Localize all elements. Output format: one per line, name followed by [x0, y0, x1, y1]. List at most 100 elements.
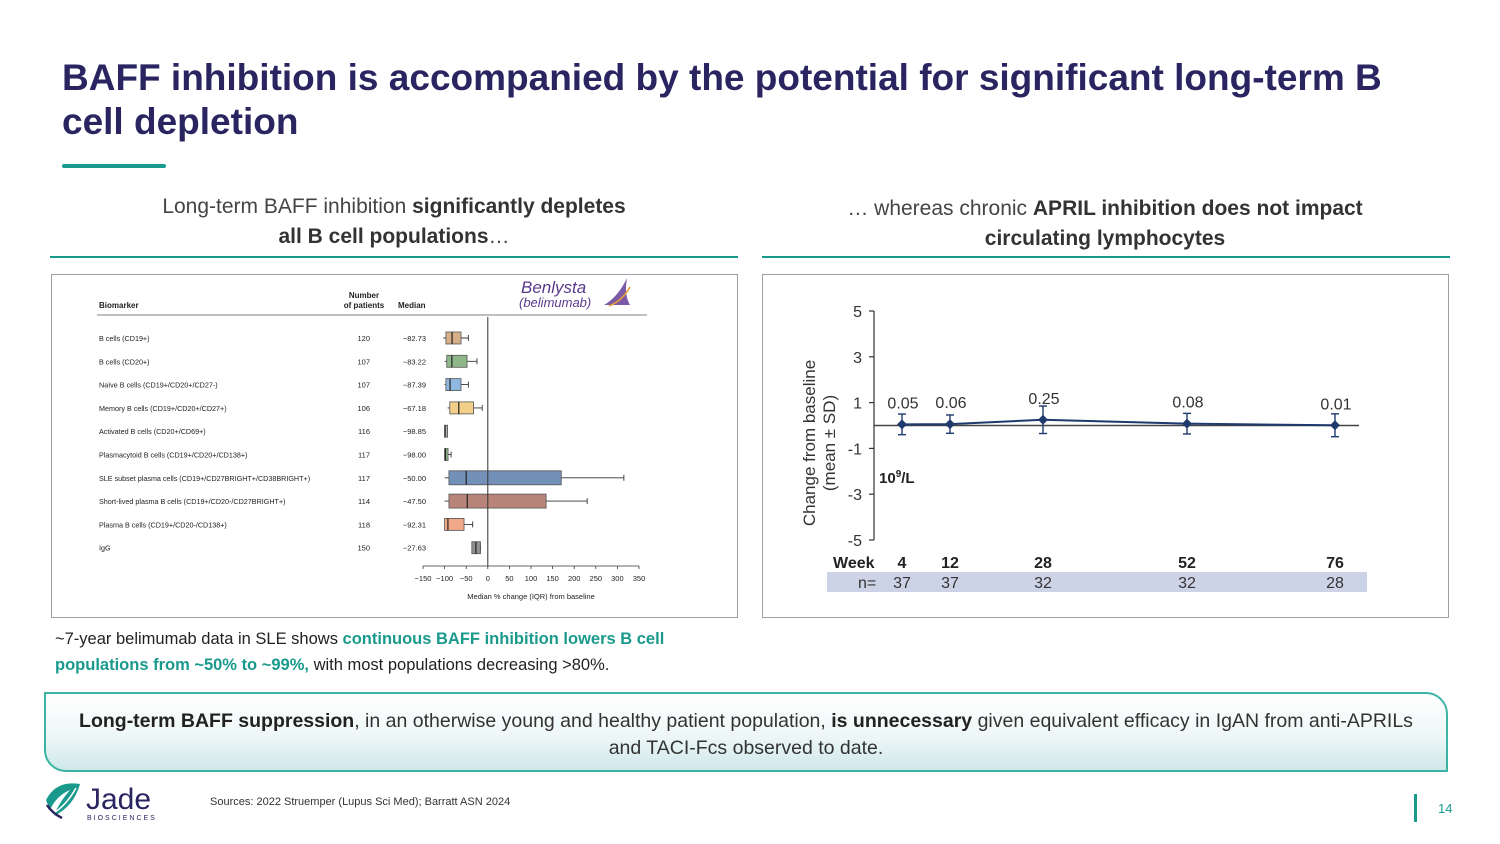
data-label: 0.05 — [887, 395, 918, 412]
page-number-bar — [1414, 794, 1417, 822]
belimumab-note: ~7-year belimumab data in SLE shows cont… — [55, 626, 745, 678]
median-value: −83.22 — [403, 357, 426, 366]
left-subtitle-bold-1: significantly depletes — [412, 195, 626, 218]
biomarker-label: IgG — [99, 544, 111, 553]
x-tick-label: 250 — [590, 574, 603, 583]
biomarker-label: Plasmacytoid B cells (CD19+/CD20+/CD138+… — [99, 451, 247, 460]
header-patients-line: of patients — [344, 301, 385, 310]
data-point — [1330, 420, 1340, 431]
x-tick-label: 100 — [525, 574, 538, 583]
right-subtitle-bold-1: APRIL inhibition does not impact — [1032, 197, 1363, 220]
median-value: −98.00 — [403, 451, 426, 460]
biomarker-label: Memory B cells (CD19+/CD20+/CD27+) — [99, 404, 227, 413]
median-value: −50.00 — [403, 474, 426, 483]
week-label: Week — [833, 555, 875, 572]
n-value: 32 — [1034, 575, 1052, 592]
data-point — [945, 419, 955, 430]
y-tick-label: 3 — [853, 350, 862, 367]
biomarker-label: Short-lived plasma B cells (CD19+/CD20-/… — [99, 497, 286, 506]
y-tick-label: -3 — [848, 487, 862, 504]
x-tick-label: 350 — [633, 574, 646, 583]
data-point — [1038, 414, 1048, 425]
y-tick-label: 1 — [853, 396, 862, 413]
right-subtitle-bold-2: circulating lymphocytes — [984, 227, 1226, 250]
note-tail: with most populations decreasing >80%. — [308, 656, 610, 674]
median-value: −82.73 — [403, 334, 426, 343]
header-biomarker: Biomarker — [99, 301, 139, 310]
biomarker-label: B cells (CD20+) — [99, 357, 150, 366]
brand-name: Benlysta — [521, 278, 586, 297]
patient-count: 114 — [358, 497, 370, 506]
unit-exponent: 9 — [896, 469, 902, 480]
iqr-box — [444, 517, 465, 531]
series-line — [901, 418, 1336, 427]
right-subtitle-rule — [762, 256, 1450, 258]
y-axis-label-line-2: (mean ± SD) — [820, 395, 839, 491]
median-value: −87.39 — [403, 381, 426, 390]
y-tick-label: -1 — [848, 441, 862, 458]
week-tick-label: 76 — [1326, 555, 1344, 572]
n-value: 37 — [941, 575, 959, 592]
patient-count: 150 — [357, 544, 370, 553]
callout-bold-2: is unnecessary — [831, 710, 973, 732]
slide-title: BAFF inhibition is accompanied by the po… — [62, 57, 1382, 142]
iqr-box — [444, 448, 449, 461]
header-number-of-patients: Number of patients — [344, 291, 385, 310]
callout-tail: given equivalent efficacy in IgAN from a… — [608, 710, 1413, 759]
iqr-box — [449, 401, 474, 415]
x-tick-label: −50 — [460, 574, 473, 583]
n-value: 32 — [1178, 575, 1196, 592]
data-label: 0.25 — [1028, 391, 1059, 408]
belimumab-box-chart: Biomarker Number of patients Median Benly… — [97, 278, 647, 601]
x-tick-label: 0 — [486, 574, 490, 583]
patient-count: 117 — [358, 474, 370, 483]
left-subtitle-bold-2: all B cell populations — [278, 225, 489, 248]
n-value: 28 — [1326, 575, 1344, 592]
x-tick-label: −100 — [436, 574, 453, 583]
callout-bold-1: Long-term BAFF suppression — [79, 710, 355, 732]
header-patients-line: Number — [349, 291, 379, 300]
biomarker-label: Naïve B cells (CD19+/CD20+/CD27-) — [99, 381, 218, 390]
april-line-panel: Change from baseline (mean ± SD) 109/L W… — [762, 274, 1449, 618]
median-value: −98.85 — [403, 427, 426, 436]
brand-swoosh-icon — [604, 278, 630, 305]
left-subtitle-text: Long-term BAFF inhibition — [162, 195, 413, 218]
unit-rest: /L — [901, 470, 914, 487]
patient-count: 118 — [358, 520, 370, 529]
data-point — [1182, 418, 1192, 429]
note-text: ~7-year belimumab data in SLE shows — [55, 630, 343, 648]
y-tick-label: -5 — [848, 533, 862, 550]
patient-count: 120 — [357, 334, 370, 343]
patient-count: 117 — [358, 451, 370, 460]
y-tick-label: 5 — [853, 304, 862, 321]
iqr-box — [445, 331, 462, 345]
biomarker-label: SLE subset plasma cells (CD19+/CD27BRIGH… — [99, 474, 310, 483]
median-value: −67.18 — [403, 404, 426, 413]
data-label: 0.06 — [935, 395, 966, 412]
brand-generic: (belimumab) — [519, 295, 591, 310]
patient-count: 107 — [357, 381, 370, 390]
logo-wordmark: Jade — [86, 783, 151, 816]
data-label: 0.08 — [1172, 395, 1203, 412]
n-label: n= — [858, 575, 876, 592]
median-value: −92.31 — [403, 520, 426, 529]
logo-tagline: BIOSCIENCES — [87, 815, 157, 822]
jade-logo: Jade BIOSCIENCES — [45, 783, 157, 822]
left-subtitle: Long-term BAFF inhibition significantly … — [50, 192, 738, 252]
brand-accent-icon — [608, 286, 631, 307]
note-highlight: continuous BAFF inhibition lowers B cell… — [55, 630, 665, 674]
left-subtitle-rule — [50, 256, 738, 258]
x-tick-label: 300 — [611, 574, 624, 583]
unit-base: 10 — [879, 470, 896, 487]
key-takeaway-callout: Long-term BAFF suppression, in an otherw… — [44, 692, 1448, 772]
biomarker-label: Activated B cells (CD20+/CD69+) — [99, 427, 206, 436]
x-axis-label: Median % change (IQR) from baseline — [467, 592, 595, 601]
header-median: Median — [398, 301, 426, 310]
right-subtitle-text: … whereas chronic — [847, 197, 1033, 220]
x-tick-label: 200 — [568, 574, 581, 583]
patient-count: 106 — [357, 404, 370, 413]
week-tick-label: 28 — [1034, 555, 1052, 572]
right-subtitle: … whereas chronic APRIL inhibition does … — [760, 194, 1450, 254]
jade-leaf-icon — [45, 783, 80, 820]
patient-count: 107 — [357, 357, 370, 366]
